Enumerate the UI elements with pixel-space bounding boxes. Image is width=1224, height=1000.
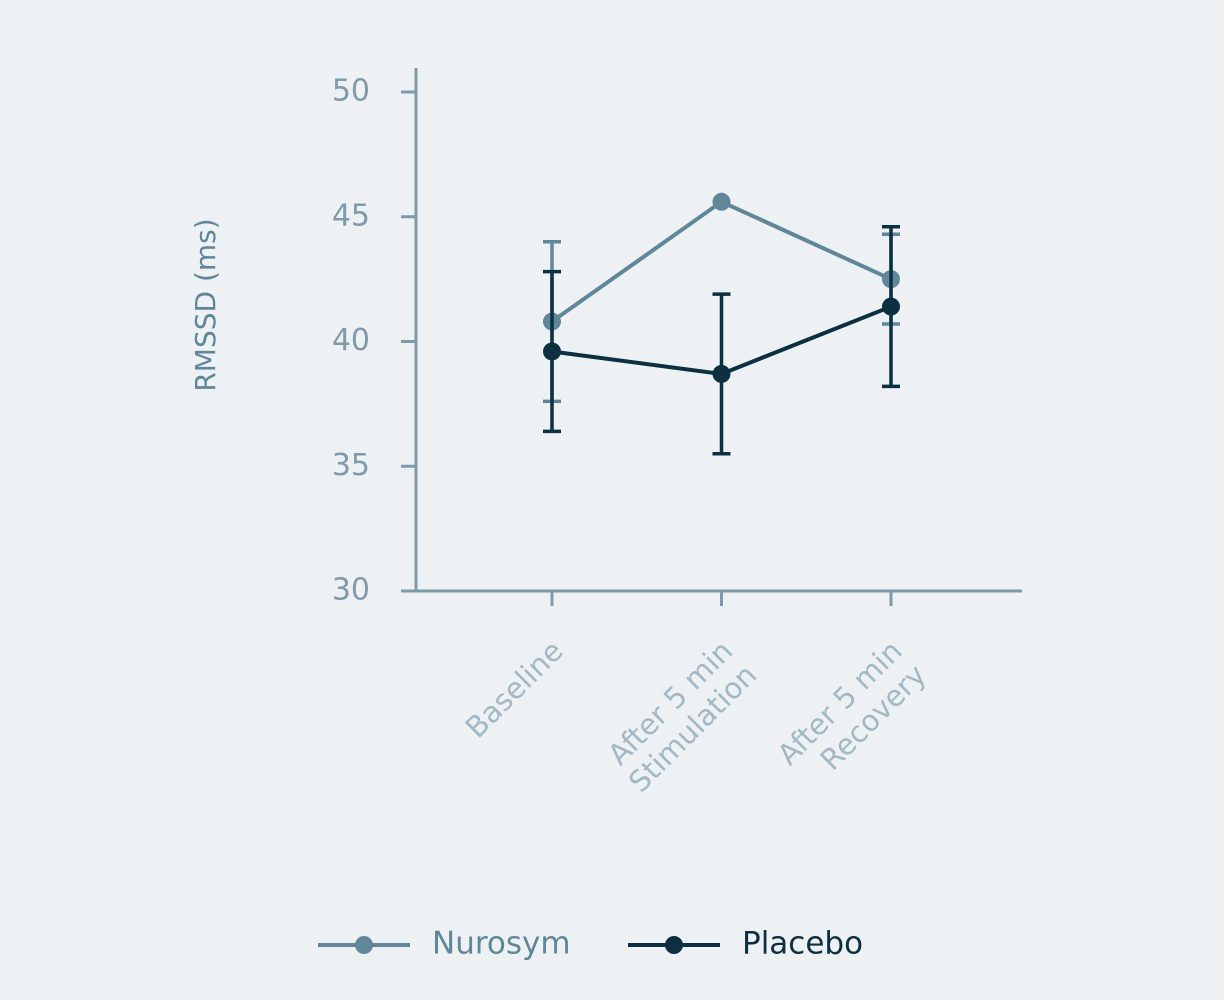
legend-marker: [355, 936, 373, 954]
legend-marker: [665, 936, 683, 954]
x-tick-label: After 5 minStimulation: [598, 634, 763, 799]
y-tick-label: 35: [332, 448, 370, 483]
y-tick-label: 30: [332, 573, 370, 608]
point: [712, 192, 731, 211]
y-tick-label: 45: [332, 198, 370, 233]
legend-label: Nurosym: [432, 926, 571, 962]
point: [882, 297, 900, 316]
point: [712, 364, 731, 383]
x-tick-label: Baseline: [459, 634, 570, 745]
legend-label: Placebo: [742, 926, 863, 962]
y-tick-label: 40: [332, 323, 370, 358]
x-tick-label-line: Baseline: [459, 634, 570, 745]
x-tick-label: After 5 minRecovery: [771, 634, 933, 796]
point: [543, 342, 561, 361]
y-tick-label: 50: [332, 74, 370, 109]
y-axis-label: RMSSD (ms): [189, 218, 222, 391]
